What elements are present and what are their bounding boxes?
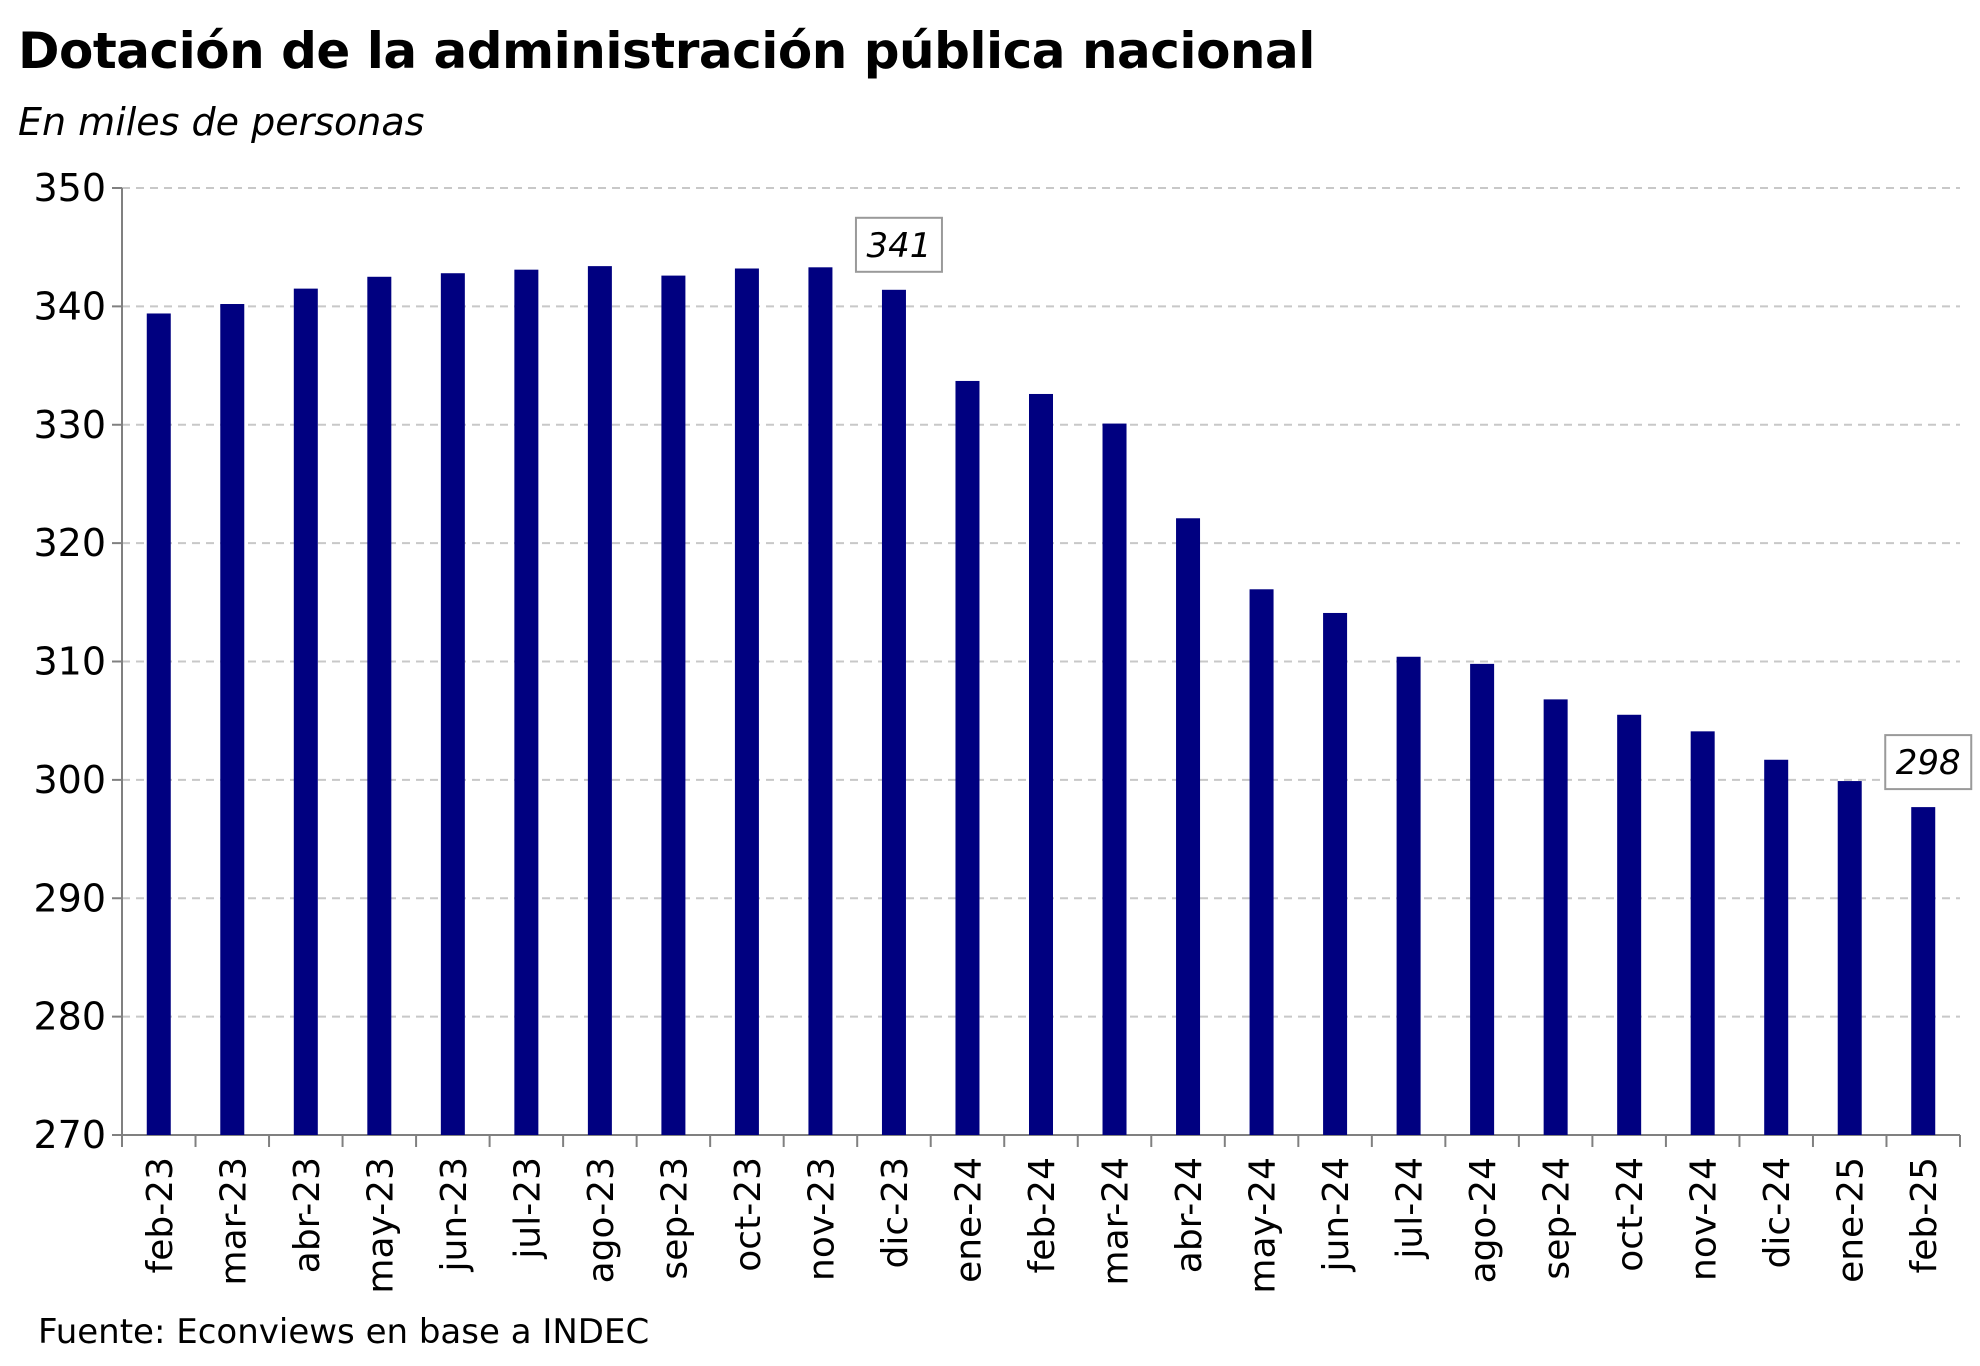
bar-feb-23 — [146, 313, 171, 1135]
x-tick-label: ago-24 — [1463, 1157, 1504, 1283]
y-tick-label: 270 — [33, 1113, 106, 1157]
x-tick-label: ene-24 — [948, 1157, 989, 1283]
x-tick-label: ago-23 — [581, 1157, 622, 1283]
bar-may-24 — [1249, 589, 1274, 1135]
bar-dic-23 — [881, 289, 906, 1135]
y-tick-label: 350 — [33, 166, 106, 210]
x-tick-label: abr-23 — [287, 1157, 328, 1273]
x-tick-label: sep-23 — [654, 1157, 695, 1280]
bar-feb-25 — [1911, 807, 1936, 1135]
callouts: 341 298 — [854, 216, 1973, 791]
chart-title: Dotación de la administración pública na… — [18, 22, 1315, 80]
x-tick-label: oct-24 — [1610, 1157, 1651, 1272]
y-tick-label: 320 — [33, 521, 106, 565]
y-tick-label: 290 — [33, 876, 106, 920]
bar-sep-24 — [1543, 699, 1568, 1135]
bar-ago-24 — [1470, 663, 1495, 1135]
bar-jun-24 — [1323, 612, 1348, 1135]
bar-oct-24 — [1617, 714, 1642, 1135]
bar-jul-23 — [514, 269, 539, 1136]
x-tick-label: ene-25 — [1831, 1157, 1872, 1283]
bar-may-23 — [367, 276, 392, 1135]
x-tick-label: oct-23 — [728, 1157, 769, 1272]
bar-jun-23 — [440, 273, 465, 1136]
x-tick-label: may-24 — [1243, 1157, 1284, 1294]
y-tick-label: 340 — [33, 284, 106, 328]
bar-nov-24 — [1690, 731, 1715, 1135]
bar-oct-23 — [734, 268, 759, 1135]
x-tick-label: jul-24 — [1390, 1157, 1431, 1260]
x-tick-label: may-23 — [360, 1157, 401, 1294]
x-axis-labels: feb-23 mar-23 abr-23 may-23 jun-23 jul-23 ago-… — [140, 1157, 1945, 1294]
source-note: Fuente: Econviews en base a INDEC — [38, 1312, 650, 1352]
bar-ago-23 — [587, 266, 612, 1135]
x-tick-label: jun-23 — [434, 1157, 475, 1272]
x-tick-label: nov-24 — [1684, 1157, 1725, 1281]
bar-abr-24 — [1176, 518, 1201, 1135]
y-tick-label: 280 — [33, 995, 106, 1039]
x-tick-label: abr-24 — [1169, 1157, 1210, 1273]
x-tick-label: feb-23 — [140, 1157, 181, 1273]
y-tick-label: 330 — [33, 403, 106, 447]
bar-ene-25 — [1837, 781, 1862, 1135]
x-tick-label: dic-23 — [875, 1157, 916, 1268]
callout-feb-25: 298 — [1884, 734, 1973, 791]
bar-nov-23 — [808, 267, 833, 1135]
bar-feb-24 — [1029, 393, 1053, 1135]
x-tick-label: feb-24 — [1022, 1157, 1063, 1273]
x-tick-label: mar-23 — [213, 1157, 254, 1285]
bars — [146, 266, 1936, 1136]
x-tick-label: nov-23 — [801, 1157, 842, 1281]
bar-abr-23 — [293, 288, 318, 1135]
bar-mar-24 — [1102, 423, 1127, 1135]
gridlines — [122, 187, 1960, 1018]
callout-box — [1884, 734, 1973, 791]
bar-dic-24 — [1764, 759, 1789, 1135]
callout-label: 341 — [867, 226, 932, 266]
x-tick-label: jun-24 — [1316, 1157, 1357, 1272]
y-tick-label: 300 — [33, 758, 106, 802]
x-tick-label: jul-23 — [507, 1157, 548, 1260]
bar-ene-24 — [955, 380, 980, 1135]
x-tick-label: sep-24 — [1537, 1157, 1578, 1280]
chart-subtitle: En miles de personas — [18, 100, 425, 144]
callout-dic-23: 341 — [854, 216, 943, 273]
x-tick-label: dic-24 — [1757, 1157, 1798, 1268]
bar-mar-23 — [220, 304, 245, 1135]
callout-label: 298 — [1896, 743, 1961, 783]
bar-sep-23 — [661, 275, 686, 1135]
y-tick-label: 310 — [33, 640, 106, 684]
y-axis-ticks: 270 280 290 300 310 320 330 340 350 — [33, 166, 122, 1157]
x-tick-label: mar-24 — [1096, 1157, 1137, 1285]
callout-box — [854, 216, 943, 273]
x-tick-label: feb-25 — [1904, 1157, 1945, 1273]
bar-jul-24 — [1396, 656, 1421, 1135]
